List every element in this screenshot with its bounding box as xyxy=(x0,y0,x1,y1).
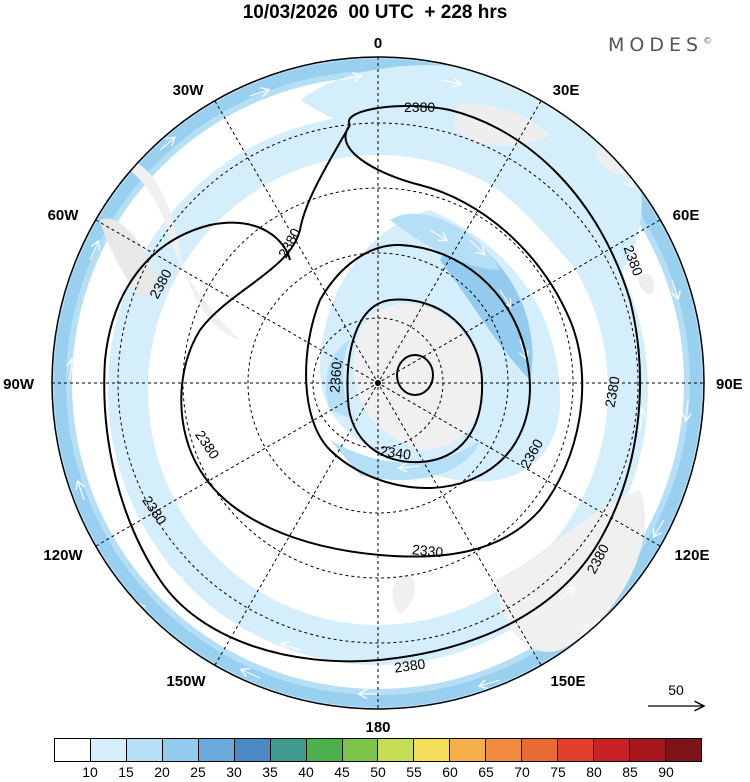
colorbar-box xyxy=(90,739,127,761)
lon-label-90w: 90W xyxy=(3,376,35,393)
vector-reference: 50 xyxy=(648,682,704,706)
antarctica-land xyxy=(353,303,482,450)
south-pole-marker xyxy=(375,380,381,386)
colorbar-tick-label: 50 xyxy=(370,764,386,780)
colorbar-box xyxy=(198,739,235,761)
colorbar-tick-label: 30 xyxy=(226,764,242,780)
colorbar-tick-label: 75 xyxy=(550,764,566,780)
vector-reference-label: 50 xyxy=(668,682,684,698)
colorbar-tick-label: 40 xyxy=(298,764,314,780)
longitude-labels: 0 30E 60E 90E 120E 150E 180 150W 120W 90… xyxy=(3,35,743,736)
colorbar-tick-label: 80 xyxy=(586,764,602,780)
colorbar-tick-label: 85 xyxy=(622,764,638,780)
wind-jet-core-2 xyxy=(390,213,500,270)
wind-jet-core xyxy=(440,230,533,380)
contour-label: 2330 xyxy=(411,541,444,560)
contour-label: 2380 xyxy=(404,99,435,115)
colorbar-tick-label: 70 xyxy=(514,764,530,780)
colorbar-box xyxy=(270,739,307,761)
wind-band-s xyxy=(330,440,480,481)
title-run: 00 UTC xyxy=(348,2,414,23)
colorbar-tick-label: 35 xyxy=(262,764,278,780)
colorbar-tick-label: 60 xyxy=(442,764,458,780)
kerguelen-land xyxy=(638,274,655,295)
patagonia-land xyxy=(100,218,160,300)
contour-label: 2360 xyxy=(326,361,344,393)
map-boundary xyxy=(51,56,705,710)
colorbar-box xyxy=(558,739,595,761)
colorbar-box xyxy=(234,739,271,761)
colorbar-tick-label: 45 xyxy=(334,764,350,780)
contour-label: 2340 xyxy=(379,443,412,463)
contour-label: 2380 xyxy=(602,375,623,409)
title-date: 10/03/2026 xyxy=(242,2,338,23)
weddell-sea xyxy=(326,340,355,420)
colorbar-box xyxy=(630,739,666,761)
colorbar-box xyxy=(55,739,91,761)
wind-vectors xyxy=(70,76,688,694)
colorbar-ticks: 10 15 20 25 30 35 40 45 50 55 60 65 70 75 80 85 90 xyxy=(0,764,750,782)
colorbar-box xyxy=(378,739,415,761)
colorbar-box xyxy=(414,739,451,761)
colorbar-tick-label: 15 xyxy=(118,764,134,780)
colorbar-tick-label: 65 xyxy=(478,764,494,780)
colorbar-box xyxy=(665,739,701,761)
title-lead: + 228 hrs xyxy=(424,2,508,23)
height-contours xyxy=(103,105,641,663)
colorbar xyxy=(54,738,702,762)
lon-label-90e: 90E xyxy=(716,376,743,393)
colorbar-box xyxy=(306,739,343,761)
wind-band-ne xyxy=(300,65,642,300)
map-title: 10/03/2026 00 UTC + 228 hrs xyxy=(0,0,750,26)
colorbar-box xyxy=(522,739,559,761)
lon-label-120w: 120W xyxy=(43,547,83,564)
lon-label-150e: 150E xyxy=(550,673,585,690)
lon-label-60w: 60W xyxy=(48,207,80,224)
colorbar-box xyxy=(486,739,523,761)
colorbar-tick-label: 55 xyxy=(406,764,422,780)
colorbar-box xyxy=(450,739,487,761)
south-africa-land xyxy=(455,104,550,146)
lon-label-120e: 120E xyxy=(674,547,709,564)
lon-label-180: 180 xyxy=(365,719,390,736)
south-america-land xyxy=(110,158,240,340)
lon-label-150w: 150W xyxy=(166,673,206,690)
new-zealand-land xyxy=(392,574,415,615)
colorbar-tick-label: 90 xyxy=(658,764,674,780)
lon-label-0: 0 xyxy=(374,35,382,52)
colorbar-box xyxy=(126,739,163,761)
colorbar-tick-label: 20 xyxy=(154,764,170,780)
lon-label-60e: 60E xyxy=(673,207,700,224)
colorbar-tick-label: 10 xyxy=(82,764,98,780)
colorbar-tick-label: 25 xyxy=(190,764,206,780)
map-disk xyxy=(52,57,704,709)
contour-label: 2380 xyxy=(393,655,426,675)
brand-mark: © xyxy=(703,36,713,47)
lon-label-30w: 30W xyxy=(173,82,205,99)
colorbar-box xyxy=(594,739,630,761)
colorbar-box xyxy=(162,739,199,761)
modes-logo: MODES© xyxy=(608,34,712,56)
colorbar-box xyxy=(342,739,379,761)
lon-label-30e: 30E xyxy=(553,82,580,99)
brand-name: MODES xyxy=(608,34,704,56)
